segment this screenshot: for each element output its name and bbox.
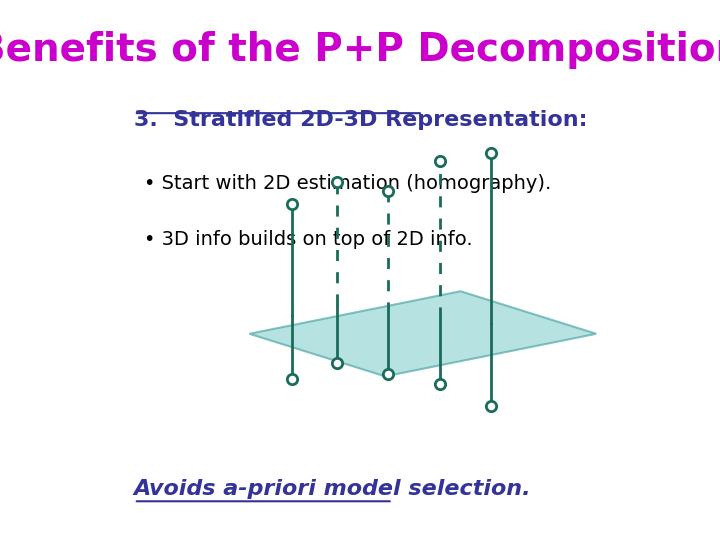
Point: [287, 199, 298, 208]
Polygon shape: [249, 291, 596, 376]
Text: • Start with 2D estimation (homography).: • Start with 2D estimation (homography).: [144, 174, 551, 193]
Text: 3.  Stratified 2D-3D Representation:: 3. Stratified 2D-3D Representation:: [134, 111, 588, 131]
Text: • 3D info builds on top of 2D info.: • 3D info builds on top of 2D info.: [144, 230, 472, 249]
Point: [287, 375, 298, 383]
Point: [382, 369, 393, 378]
Point: [332, 359, 343, 367]
Point: [435, 380, 446, 389]
Point: [435, 157, 446, 165]
Point: [332, 178, 343, 187]
Point: [485, 401, 496, 410]
Text: Avoids a-priori model selection.: Avoids a-priori model selection.: [134, 478, 531, 498]
Point: [382, 187, 393, 195]
Text: Benefits of the P+P Decomposition: Benefits of the P+P Decomposition: [0, 31, 720, 69]
Point: [485, 148, 496, 157]
